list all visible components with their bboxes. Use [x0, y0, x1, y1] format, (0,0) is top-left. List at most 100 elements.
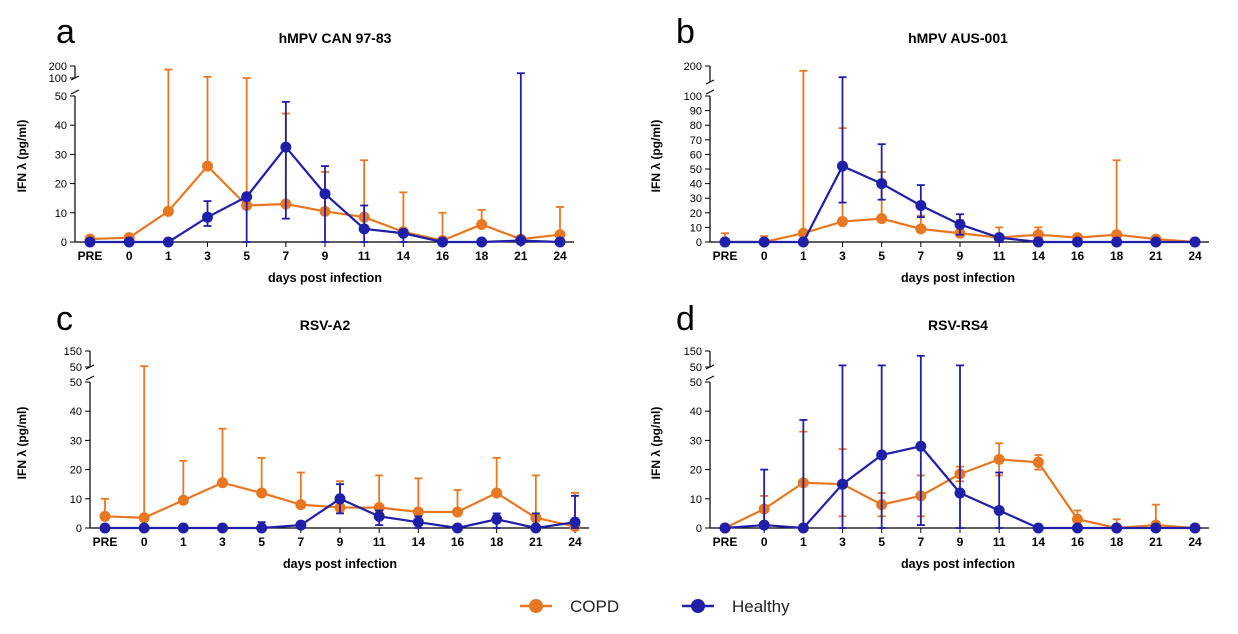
x-tick-label: 18: [475, 249, 489, 263]
axis-break: [705, 89, 715, 95]
data-point: [1032, 236, 1044, 248]
data-point: [876, 178, 888, 190]
data-point: [915, 440, 927, 452]
y-tick-label: 0: [696, 523, 702, 535]
y-tick-label: 60: [690, 149, 702, 161]
legend-label: Healthy: [732, 597, 790, 616]
plot-marks: [84, 68, 566, 248]
x-tick-label: 7: [282, 249, 289, 263]
y-axis-label: IFN λ (pg/ml): [15, 407, 29, 480]
data-point: [177, 522, 189, 534]
data-point: [452, 506, 463, 518]
y-tick-label: 50: [690, 362, 702, 374]
data-point: [876, 449, 888, 461]
data-point: [99, 510, 111, 522]
legend-item-copd: COPD: [520, 597, 619, 616]
data-point: [256, 487, 268, 499]
data-point: [1189, 522, 1201, 534]
y-tick-label: 50: [70, 377, 82, 389]
data-point: [295, 519, 307, 531]
y-tick-label: 80: [690, 120, 702, 132]
x-tick-label: 0: [141, 535, 148, 549]
y-tick-label: 10: [690, 222, 702, 234]
x-tick-label: 14: [1032, 535, 1046, 549]
panel-letter: c: [56, 300, 73, 338]
y-tick-label: 20: [70, 465, 82, 477]
panel-d: d RSV-RS4 days post infection IFN λ (pg/…: [649, 300, 1209, 571]
x-tick-label: 9: [957, 249, 964, 263]
x-tick-label: 24: [553, 249, 567, 263]
x-tick-label: 16: [436, 249, 450, 263]
panel-b: b hMPV AUS-001 days post infection IFN λ…: [649, 13, 1209, 285]
y-tick-label: 50: [690, 164, 702, 176]
plot-marks: [719, 354, 1201, 534]
data-point: [491, 487, 503, 499]
data-point: [280, 141, 292, 153]
x-tick-label: 1: [165, 249, 172, 263]
axis-break: [70, 89, 80, 95]
panel-c: c RSV-A2 days post infection IFN λ (pg/m…: [15, 300, 589, 571]
x-tick-label: PRE: [78, 249, 103, 263]
x-tick-label: 18: [490, 535, 504, 549]
x-tick-label: 24: [1188, 535, 1202, 549]
legend-label: COPD: [570, 597, 619, 616]
y-tick-label: 40: [690, 179, 702, 191]
data-point: [954, 487, 966, 499]
axis-break: [705, 375, 715, 381]
data-point: [177, 494, 189, 506]
y-tick-label: 40: [70, 406, 82, 418]
data-point: [476, 236, 488, 248]
panel-letter: d: [676, 300, 695, 338]
y-tick-label: 50: [690, 377, 702, 389]
x-tick-label: 21: [1149, 249, 1163, 263]
x-tick-label: 3: [204, 249, 211, 263]
data-point: [1072, 513, 1083, 525]
data-point: [162, 205, 174, 217]
y-tick-label: 150: [684, 346, 702, 358]
panel-letter: a: [56, 13, 75, 51]
data-point: [99, 522, 111, 534]
data-point: [412, 506, 424, 518]
axes: 0 10 20 30 40 50 50 150 PRE 0 1 3 5 7 9 11 14 16 18 21 24: [64, 346, 589, 549]
y-tick-label: 100: [684, 91, 702, 103]
panel-letter: b: [676, 13, 695, 51]
y-tick-label: 0: [61, 237, 67, 249]
plot-marks: [99, 365, 581, 534]
data-point: [797, 522, 809, 534]
data-point: [452, 522, 463, 534]
x-tick-label: 21: [514, 249, 528, 263]
data-point: [837, 216, 848, 228]
data-point: [241, 191, 253, 203]
y-tick-label: 30: [690, 193, 702, 205]
data-point: [993, 504, 1005, 516]
x-tick-label: 3: [219, 535, 226, 549]
x-tick-label: 7: [917, 249, 924, 263]
data-point: [993, 232, 1005, 244]
data-point: [1032, 522, 1044, 534]
data-point: [437, 236, 448, 248]
y-tick-label: 100: [49, 73, 67, 85]
y-tick-label: 30: [55, 149, 67, 161]
data-point: [84, 236, 96, 248]
y-tick-label: 10: [690, 494, 702, 506]
x-tick-label: PRE: [93, 535, 118, 549]
data-point: [138, 512, 150, 524]
data-point: [1072, 522, 1083, 534]
data-point: [837, 478, 848, 490]
y-tick-label: 70: [690, 135, 702, 147]
series-healthy: [719, 76, 1201, 248]
series-healthy: [99, 483, 581, 534]
data-point: [123, 236, 135, 248]
y-tick-label: 20: [55, 179, 67, 191]
data-point: [758, 519, 770, 531]
y-tick-label: 0: [76, 523, 82, 535]
x-tick-label: 3: [839, 535, 846, 549]
panel-title: hMPV AUS-001: [908, 30, 1008, 46]
data-point: [202, 160, 213, 172]
x-tick-label: 9: [337, 535, 344, 549]
data-point: [412, 516, 424, 528]
data-point: [837, 160, 848, 172]
y-tick-label: 0: [696, 237, 702, 249]
x-tick-label: 0: [761, 535, 768, 549]
x-tick-label: 14: [397, 249, 411, 263]
